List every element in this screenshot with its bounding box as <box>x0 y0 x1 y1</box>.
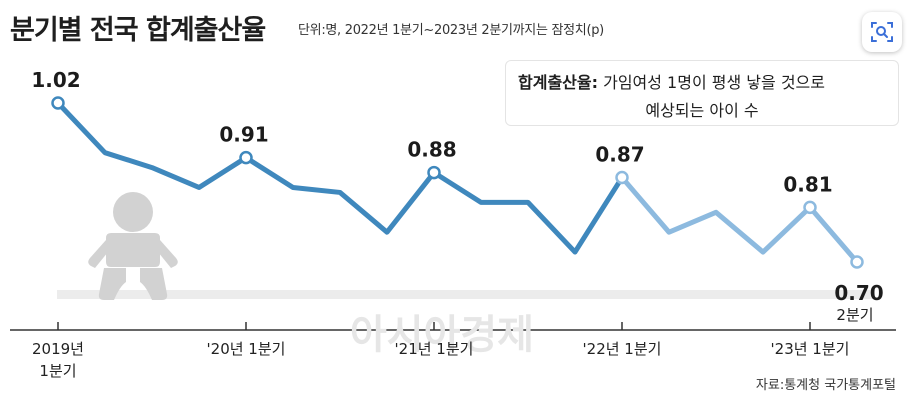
data-label: 0.91 <box>219 123 268 147</box>
definition-text-1: 가임여성 1명이 평생 낳을 것으로 <box>603 73 825 92</box>
series-line-confirmed <box>55 100 625 255</box>
x-tick-label: '21년 1분기 <box>395 340 474 358</box>
definition-line-1: 합계출산율: 가임여성 1명이 평생 낳을 것으로 <box>518 69 886 93</box>
data-label: 0.88 <box>407 138 456 162</box>
data-point <box>427 165 441 180</box>
data-point <box>850 255 864 269</box>
data-point <box>51 96 65 110</box>
x-tick-label: '23년 1분기 <box>771 340 850 358</box>
data-label: 1.02 <box>31 68 80 92</box>
source-note: 자료:통계청 국가통계포털 <box>755 378 896 393</box>
x-tick-label: '22년 1분기 <box>583 340 662 358</box>
svg-text:아시아경제: 아시아경제 <box>350 312 534 358</box>
chart-title: 분기별 전국 합계출산율 <box>10 15 266 46</box>
data-point <box>803 200 817 215</box>
x-tick-label-line2: 1분기 <box>39 362 76 380</box>
data-label: 0.87 <box>595 143 644 167</box>
definition-term: 합계출산율: <box>518 73 598 92</box>
end-point-label: 2분기 <box>836 306 873 324</box>
baby-icon <box>88 192 178 300</box>
baseline-band <box>57 290 873 299</box>
watermark: 아시아경제 <box>350 312 534 358</box>
data-label: 0.81 <box>783 172 832 196</box>
definition-box: 합계출산율: 가임여성 1명이 평생 낳을 것으로 예상되는 아이 수 <box>505 60 899 126</box>
definition-text-2: 예상되는 아이 수 <box>645 101 759 120</box>
series-line-provisional <box>619 175 860 265</box>
visual-search-icon[interactable] <box>862 12 902 52</box>
data-point <box>615 170 629 185</box>
data-point <box>239 150 253 165</box>
x-tick-label: '20년 1분기 <box>207 340 286 358</box>
data-label: 0.70 <box>834 281 883 305</box>
x-tick-label: 2019년 <box>32 340 84 358</box>
chart-subtitle: 단위:명, 2022년 1분기~2023년 2분기까지는 잠정치(p) <box>298 23 604 38</box>
